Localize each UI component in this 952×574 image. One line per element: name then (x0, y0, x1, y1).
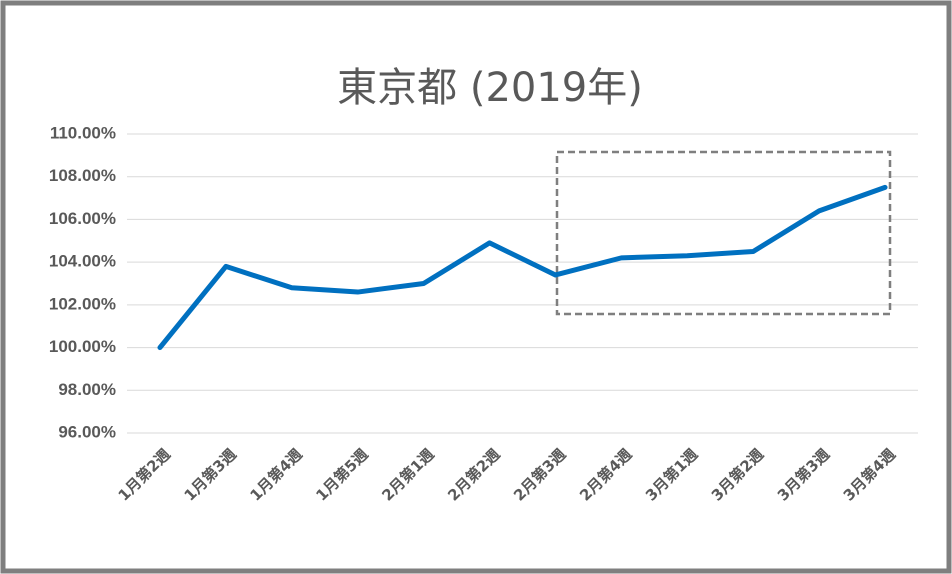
y-tick-label: 102.00% (49, 294, 116, 313)
highlight-box (555, 150, 892, 316)
chart-title: 東京都 (2019年) (337, 65, 643, 111)
y-tick-label: 98.00% (58, 380, 116, 399)
y-tick-label: 110.00% (50, 123, 116, 142)
y-tick-label: 104.00% (49, 252, 116, 271)
y-tick-label: 100.00% (49, 337, 116, 356)
data-line (157, 184, 888, 351)
grid (127, 133, 918, 434)
y-tick-label: 96.00% (58, 422, 116, 441)
y-tick-label: 106.00% (49, 209, 116, 228)
y-tick-label: 108.00% (49, 166, 116, 185)
